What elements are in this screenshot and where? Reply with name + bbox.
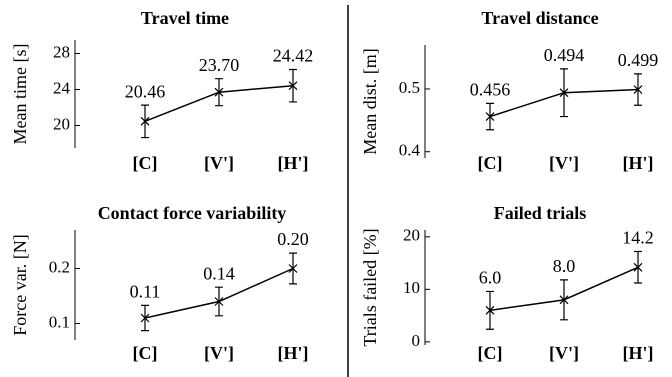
category-label: [C] xyxy=(478,153,503,173)
value-label: 0.456 xyxy=(470,80,511,100)
value-label: 0.11 xyxy=(130,281,161,301)
marker xyxy=(288,264,298,273)
category-label: [V'] xyxy=(549,153,579,173)
category-label: [V'] xyxy=(204,343,234,363)
y-tick-label: 10 xyxy=(403,278,420,297)
panel-title: Travel time xyxy=(141,8,229,28)
y-axis-label: Mean dist. [m] xyxy=(360,48,380,154)
y-tick-label: 0.5 xyxy=(399,78,420,97)
category-label: [H'] xyxy=(278,153,309,173)
value-label: 0.494 xyxy=(544,45,585,65)
marker xyxy=(288,81,298,91)
category-label: [H'] xyxy=(623,343,654,363)
value-label: 24.42 xyxy=(273,46,314,66)
y-tick-label: 24 xyxy=(53,78,71,97)
y-tick-label: 20 xyxy=(53,114,70,133)
marker xyxy=(633,85,643,94)
marker xyxy=(559,88,569,98)
panel-title: Contact force variability xyxy=(98,203,287,223)
y-axis-label: Trials failed [%] xyxy=(360,228,380,346)
marker xyxy=(559,295,569,305)
value-label: 6.0 xyxy=(479,268,502,288)
category-label: [V'] xyxy=(549,343,579,363)
category-label: [C] xyxy=(133,343,158,363)
category-label: [H'] xyxy=(623,153,654,173)
category-label: [C] xyxy=(478,343,503,363)
category-label: [C] xyxy=(133,153,158,173)
marker xyxy=(214,87,224,97)
marker xyxy=(485,305,495,315)
value-label: 20.46 xyxy=(125,81,166,101)
marker xyxy=(214,297,224,306)
y-tick-label: 0.1 xyxy=(49,312,70,331)
y-tick-label: 28 xyxy=(53,42,70,61)
panel-title: Failed trials xyxy=(494,203,587,223)
value-label: 0.499 xyxy=(618,50,659,70)
panel-title: Travel distance xyxy=(481,8,598,28)
y-tick-label: 0 xyxy=(412,331,421,350)
y-tick-label: 0.2 xyxy=(49,257,70,276)
y-axis-label: Force var. [N] xyxy=(10,234,30,335)
marker xyxy=(485,112,495,121)
marker xyxy=(633,262,643,272)
value-label: 0.14 xyxy=(203,263,235,283)
y-tick-label: 0.4 xyxy=(399,141,421,160)
value-label: 8.0 xyxy=(553,256,576,276)
value-label: 14.2 xyxy=(622,228,654,248)
marker xyxy=(140,313,150,323)
category-label: [H'] xyxy=(278,343,309,363)
value-label: 0.20 xyxy=(277,229,309,249)
value-label: 23.70 xyxy=(199,55,240,75)
category-label: [V'] xyxy=(204,153,234,173)
marker xyxy=(140,116,150,126)
y-tick-label: 20 xyxy=(403,226,420,245)
y-axis-label: Mean time [s] xyxy=(10,44,30,145)
